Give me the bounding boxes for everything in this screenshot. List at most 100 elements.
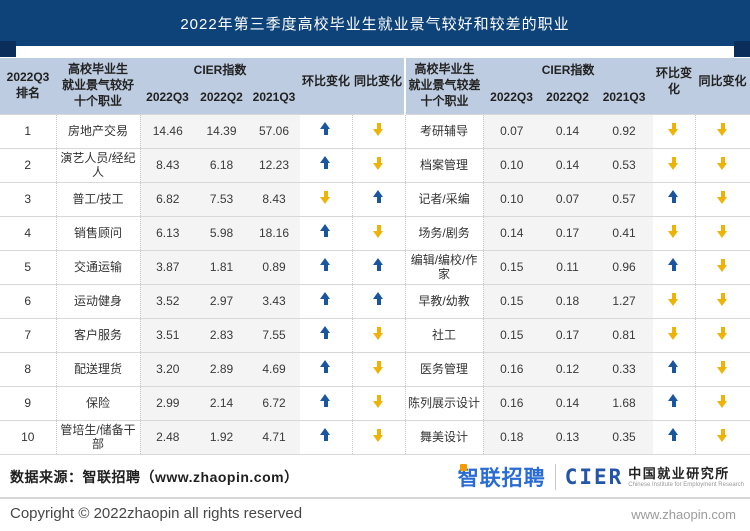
bad-mom-trend-cell (653, 351, 696, 386)
trend-arrow-icon (373, 326, 384, 341)
col-header-q2-left: 2022Q2 (195, 84, 248, 114)
bad-occupation-name: 医务管理 (404, 351, 484, 386)
bad-q2-value: 0.14 (540, 113, 596, 148)
bad-mom-trend-cell (653, 317, 696, 352)
good-q2-value: 2.89 (195, 351, 248, 386)
trend-arrow-icon (717, 122, 728, 137)
col-header-q2-right: 2022Q2 (540, 84, 596, 114)
good-occupation-name: 保险 (55, 385, 141, 420)
trend-arrow-icon (373, 156, 384, 171)
col-header-cier-group-left: CIER指数 (140, 58, 301, 84)
good-q3-value: 6.13 (140, 215, 195, 250)
logo-divider (554, 464, 556, 490)
table-row: 8 配送理货 3.20 2.89 4.69 医务管理 0.16 0.12 0.3… (0, 351, 750, 386)
col-header-mom-left: 环比变化 (300, 58, 353, 114)
bad-occupation-name: 场务/剧务 (404, 215, 484, 250)
trend-arrow-icon (320, 156, 331, 170)
col-header-yoy-right: 同比变化 (695, 58, 750, 114)
table-row: 3 普工/技工 6.82 7.53 8.43 记者/采编 0.10 0.07 0… (0, 181, 750, 216)
good-q1-value: 8.43 (248, 181, 301, 216)
bad-mom-trend-cell (653, 181, 696, 216)
bad-yoy-trend-cell (694, 419, 750, 455)
cier-logo: CIER 中国就业研究所 Chinese Institute for Emplo… (565, 465, 744, 489)
trend-arrow-icon (320, 258, 331, 272)
good-q3-value: 2.48 (140, 419, 195, 455)
bad-q3-value: 0.10 (483, 147, 541, 182)
trend-arrow-icon (320, 190, 331, 205)
good-q1-value: 12.23 (248, 147, 301, 182)
col-header-q3-left: 2022Q3 (140, 84, 195, 114)
trend-arrow-icon (717, 394, 728, 409)
col-header-rank: 2022Q3 排名 (0, 58, 56, 114)
table-row: 1 房地产交易 14.46 14.39 57.06 考研辅导 0.07 0.14… (0, 113, 750, 148)
trend-arrow-icon (373, 360, 384, 375)
bad-q3-value: 0.15 (483, 283, 541, 318)
trend-arrow-icon (320, 428, 331, 442)
bad-yoy-trend-cell (694, 113, 750, 148)
trend-arrow-icon (717, 258, 728, 273)
trend-arrow-icon (668, 326, 679, 341)
bad-yoy-trend-cell (694, 215, 750, 250)
bad-q1-value: 0.35 (595, 419, 654, 455)
table-row: 7 客户服务 3.51 2.83 7.55 社工 0.15 0.17 0.81 (0, 317, 750, 352)
good-q3-value: 3.52 (140, 283, 195, 318)
cier-index-table: 2022Q3 排名 高校毕业生 就业景气较好 十个职业 CIER指数 环比变化 … (0, 58, 750, 455)
good-q2-value: 1.92 (195, 419, 248, 455)
cier-logo-en: Chinese Institute for Employment Researc… (628, 481, 744, 488)
bad-yoy-trend-cell (694, 385, 750, 420)
table-row: 9 保险 2.99 2.14 6.72 陈列展示设计 0.16 0.14 1.6… (0, 385, 750, 420)
site-watermark: www.zhaopin.com (631, 507, 736, 522)
good-yoy-trend-cell (351, 283, 406, 318)
col-header-q1-right: 2021Q3 (595, 84, 654, 114)
table-header: 2022Q3 排名 高校毕业生 就业景气较好 十个职业 CIER指数 环比变化 … (0, 58, 750, 114)
trend-arrow-icon (668, 156, 679, 171)
good-q3-value: 8.43 (140, 147, 195, 182)
bad-q2-value: 0.07 (540, 181, 596, 216)
trend-arrow-icon (373, 224, 384, 239)
bad-q2-value: 0.18 (540, 283, 596, 318)
bad-q2-value: 0.14 (540, 147, 596, 182)
good-q3-value: 6.82 (140, 181, 195, 216)
good-q3-value: 3.51 (140, 317, 195, 352)
rank-cell: 9 (0, 385, 56, 420)
rank-cell: 5 (0, 249, 56, 284)
good-mom-trend-cell (300, 249, 353, 284)
good-mom-trend-cell (300, 113, 353, 148)
table-row: 2 演艺人员/经纪人 8.43 6.18 12.23 档案管理 0.10 0.1… (0, 147, 750, 182)
good-occupation-name: 房地产交易 (55, 113, 141, 148)
table-row: 5 交通运输 3.87 1.81 0.89 编辑/编校/作家 0.15 0.11… (0, 249, 750, 284)
good-occupation-name: 交通运输 (55, 249, 141, 284)
trend-arrow-icon (717, 224, 728, 239)
trend-arrow-icon (717, 360, 728, 375)
bad-q3-value: 0.15 (483, 249, 541, 284)
good-occupation-name: 演艺人员/经纪人 (55, 147, 141, 182)
bad-occupation-name: 档案管理 (404, 147, 484, 182)
good-q2-value: 5.98 (195, 215, 248, 250)
good-q1-value: 57.06 (248, 113, 301, 148)
good-q2-value: 1.81 (195, 249, 248, 284)
col-header-q3-right: 2022Q3 (483, 84, 541, 114)
col-header-bad-occupations: 高校毕业生 就业景气较差 十个职业 (404, 58, 484, 114)
bad-occupation-name: 陈列展示设计 (404, 385, 484, 420)
good-mom-trend-cell (300, 147, 353, 182)
bad-q1-value: 1.68 (595, 385, 654, 420)
bad-q3-value: 0.16 (483, 385, 541, 420)
good-yoy-trend-cell (351, 317, 406, 352)
good-yoy-trend-cell (351, 215, 406, 250)
good-mom-trend-cell (300, 351, 353, 386)
bad-q1-value: 0.92 (595, 113, 654, 148)
bad-q1-value: 0.53 (595, 147, 654, 182)
good-q3-value: 3.87 (140, 249, 195, 284)
trend-arrow-icon (717, 326, 728, 341)
trend-arrow-icon (320, 326, 331, 340)
bad-q3-value: 0.07 (483, 113, 541, 148)
rank-cell: 8 (0, 351, 56, 386)
rank-cell: 6 (0, 283, 56, 318)
trend-arrow-icon (717, 428, 728, 443)
bad-q3-value: 0.10 (483, 181, 541, 216)
good-q1-value: 4.69 (248, 351, 301, 386)
cier-logo-mark: CIER (564, 465, 624, 489)
good-q3-value: 14.46 (140, 113, 195, 148)
table-body: 1 房地产交易 14.46 14.39 57.06 考研辅导 0.07 0.14… (0, 113, 750, 455)
bad-mom-trend-cell (653, 215, 696, 250)
